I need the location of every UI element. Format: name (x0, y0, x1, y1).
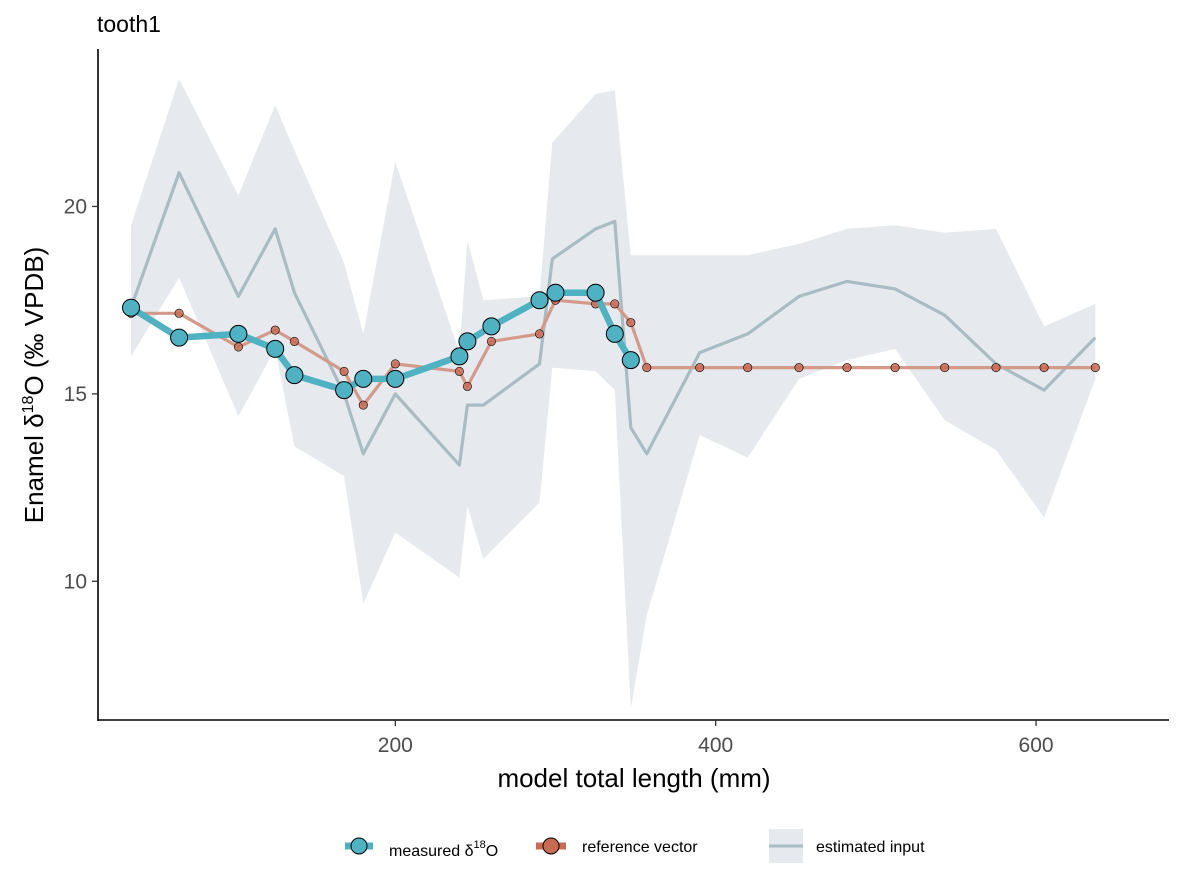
reference-point (462, 381, 472, 391)
reference-point (991, 363, 1001, 373)
chart-title: tooth1 (97, 11, 161, 37)
reference-layer (126, 295, 1100, 410)
reference-point (743, 363, 753, 373)
reference-point (626, 318, 636, 328)
estimated-input-line (129, 171, 1097, 467)
y-ticks: 10 15 20 (64, 195, 98, 593)
measured-point (482, 317, 501, 336)
x-tick-label: 400 (698, 734, 733, 757)
y-tick-label: 15 (64, 383, 87, 406)
reference-point (842, 363, 852, 373)
measured-point (386, 369, 405, 388)
reference-point (695, 363, 705, 373)
reference-point (339, 366, 349, 376)
reference-point (486, 336, 496, 346)
measured-point (621, 351, 640, 370)
measured-point (229, 324, 248, 343)
legend-label-measured: measured δ18O (389, 839, 498, 860)
reference-point (642, 363, 652, 373)
reference-point (270, 325, 280, 335)
measured-point (285, 366, 304, 385)
reference-point (890, 363, 900, 373)
measured-point (458, 332, 477, 351)
legend-key-reference-point (542, 837, 560, 855)
reference-point (794, 363, 804, 373)
legend-key-measured-point (350, 837, 368, 855)
measured-point (335, 381, 354, 400)
measured-point (546, 283, 565, 302)
reference-point (390, 359, 400, 369)
x-axis-title: model total length (mm) (497, 763, 770, 793)
reference-point (534, 329, 544, 339)
y-tick-label: 10 (64, 570, 87, 593)
measured-point (122, 298, 140, 317)
measured-point (266, 339, 285, 358)
measured-point (530, 291, 549, 310)
reference-point (174, 308, 184, 318)
measured-point (450, 347, 469, 366)
x-tick-label: 600 (1019, 734, 1054, 757)
legend-item-reference: reference vector (536, 837, 698, 856)
reference-vector-line (131, 298, 1096, 407)
estimated-line-layer (129, 171, 1097, 467)
y-axis-title: Enamel δ18O (‰ VPDB) (19, 247, 49, 523)
legend-item-estimated: estimated input (769, 829, 925, 863)
measured-line (127, 289, 635, 394)
measured-point (170, 328, 189, 347)
legend-label-reference: reference vector (582, 839, 698, 856)
measured-point (354, 369, 373, 388)
reference-point (1090, 363, 1100, 373)
x-tick-label: 200 (378, 734, 413, 757)
measured-layer (122, 283, 640, 400)
reference-point (1039, 363, 1049, 373)
reference-point (233, 342, 243, 352)
measured-point (586, 283, 605, 302)
x-ticks: 200 400 600 (378, 720, 1054, 757)
measured-point (605, 324, 624, 343)
estimated-band-layer (131, 79, 1096, 709)
reference-point (454, 366, 464, 376)
legend-item-measured: measured δ18O (345, 837, 498, 860)
legend-label-estimated: estimated input (816, 839, 925, 856)
reference-point (940, 363, 950, 373)
reference-point (289, 336, 299, 346)
legend: measured δ18O reference vector estimated… (345, 829, 925, 863)
estimated-band (131, 79, 1096, 709)
reference-point (358, 400, 368, 410)
y-tick-label: 20 (64, 195, 87, 218)
reference-point (610, 299, 620, 309)
